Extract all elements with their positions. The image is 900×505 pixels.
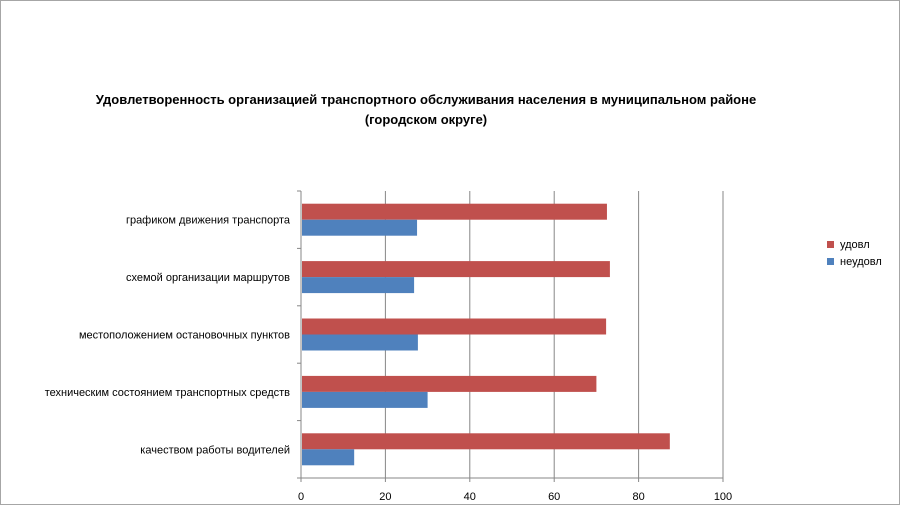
- bar-неудовл: [302, 391, 428, 408]
- category-label: местоположением остановочных пунктов: [79, 330, 290, 342]
- chart-title-line-2: (городском округе): [364, 112, 488, 127]
- bar-неудовл: [302, 219, 418, 236]
- bar-неудовл: [302, 449, 355, 466]
- category-label: качеством работы водителей: [140, 444, 290, 456]
- bar-неудовл: [302, 334, 418, 351]
- chart-title-line-1: Удовлетворенность организацией транспорт…: [95, 92, 757, 107]
- bar-удовл: [302, 318, 607, 335]
- bar-удовл: [302, 203, 607, 220]
- legend-label-неудовл: неудовл: [840, 256, 882, 268]
- legend-swatch-удовл: [827, 241, 834, 248]
- x-tick-label: 0: [298, 491, 304, 503]
- category-label: техническим состоянием транспортных сред…: [45, 387, 290, 399]
- x-tick-label: 20: [379, 491, 391, 503]
- legend-label-удовл: удовл: [840, 239, 870, 251]
- bar-неудовл: [302, 277, 415, 294]
- bar-удовл: [302, 375, 597, 392]
- x-tick-label: 100: [714, 491, 732, 503]
- x-tick-label: 60: [548, 491, 560, 503]
- category-label: схемой организации маршрутов: [126, 272, 290, 284]
- chart-title: Удовлетворенность организацией транспорт…: [1, 90, 851, 130]
- legend-swatch-неудовл: [827, 258, 834, 265]
- x-tick-label: 40: [464, 491, 476, 503]
- bar-удовл: [302, 261, 610, 278]
- bar-удовл: [302, 433, 670, 450]
- x-tick-label: 80: [632, 491, 644, 503]
- category-label: графиком движения транспорта: [126, 215, 291, 227]
